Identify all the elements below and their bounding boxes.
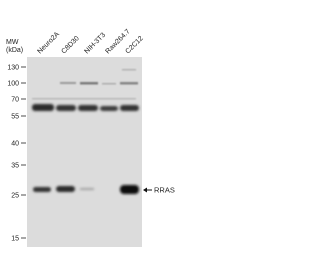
faint-bands: [32, 69, 138, 100]
lane-label: C8D30: [60, 35, 80, 55]
rras-bands: [33, 185, 139, 194]
marker-label: 130: [7, 65, 19, 72]
marker-label: 40: [11, 141, 19, 148]
markers: 130 100 70 55 40 35 25 15: [7, 65, 26, 243]
lane-label: NIH-3T3: [83, 32, 107, 56]
marker-label: 70: [11, 97, 19, 104]
mw-unit: (kDa): [6, 47, 23, 54]
marker-label: 100: [7, 81, 19, 88]
marker-label: 15: [11, 236, 19, 243]
band-label: RRAS: [154, 186, 175, 195]
marker-label: 25: [11, 193, 19, 200]
lane-label: Neuro2A: [36, 31, 61, 56]
blot-membrane: [27, 57, 142, 247]
mw-label: MW: [6, 39, 19, 46]
lane-label: C2C12: [124, 35, 144, 55]
marker-label: 35: [11, 163, 19, 170]
arrow-head: [143, 187, 147, 193]
marker-label: 55: [11, 114, 19, 121]
western-blot: MW (kDa) 130 100 70 55 40 35 25 15 Neuro2A C8D30…: [6, 28, 175, 247]
main-bands: [32, 104, 139, 111]
